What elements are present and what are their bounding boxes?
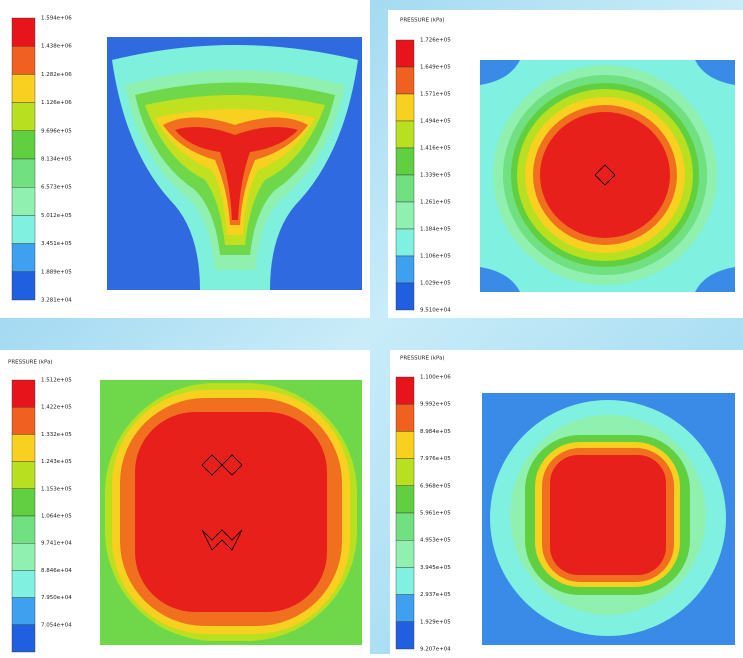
legend-band [11, 46, 36, 75]
legend-band [395, 458, 415, 487]
legend-label: 8.984e+05 [420, 429, 451, 435]
legend-label: 7.054e+04 [41, 622, 72, 628]
legend-label: 1.153e+05 [41, 486, 72, 492]
legend-label: 3.281e+04 [41, 298, 72, 304]
legend-label: 1.726e+05 [420, 38, 451, 44]
legend-band [395, 201, 415, 230]
legend-label: 1.029e+05 [420, 281, 451, 287]
legend-label: 1.571e+05 [420, 92, 451, 98]
legend-label: 8.846e+04 [41, 568, 72, 574]
legend-label: 1.649e+05 [420, 65, 451, 71]
legend-band [11, 570, 36, 598]
contour-plot [480, 60, 735, 292]
contour-plot [482, 393, 735, 645]
legend-title: PRESSURE (kPa) [8, 360, 53, 366]
legend-band [11, 74, 36, 103]
legend-label: 9.207e+04 [420, 647, 451, 653]
legend-band [11, 158, 36, 188]
legend-band [395, 431, 415, 459]
legend-label: 6.968e+05 [420, 483, 451, 489]
legend-band [395, 512, 415, 541]
legend-label: 1.416e+05 [420, 146, 451, 152]
legend-band [11, 461, 36, 490]
legend-band [395, 621, 415, 650]
legend-band [395, 255, 415, 284]
legend-band [395, 376, 415, 405]
legend-label: 5.961e+05 [420, 511, 451, 517]
legend-label: 8.134e+05 [41, 157, 72, 163]
legend-band [395, 567, 415, 595]
legend-label: 1.106e+05 [420, 254, 451, 260]
legend-band [395, 39, 415, 68]
legend-band [395, 404, 415, 432]
legend-label: 1.064e+05 [41, 514, 72, 520]
legend-band [11, 407, 36, 435]
legend-label: 1.494e+05 [420, 119, 451, 125]
legend-band [395, 228, 415, 257]
legend-label: 6.573e+05 [41, 185, 72, 191]
legend-label: 1.243e+05 [41, 459, 72, 465]
legend-label: 1.184e+05 [420, 227, 451, 233]
legend-label: 7.976e+05 [420, 456, 451, 462]
legend-band [395, 147, 415, 176]
legend-label: 1.438e+06 [41, 44, 72, 50]
legend-band [11, 624, 36, 653]
legend-band [11, 543, 36, 571]
legend-label: 1.261e+05 [420, 200, 451, 206]
legend-band [11, 130, 36, 160]
legend-label: 1.126e+06 [41, 100, 72, 106]
legend-band [11, 597, 36, 625]
legend-label: 1.339e+05 [420, 173, 451, 179]
legend-band [11, 215, 36, 244]
legend-label: 9.741e+04 [41, 541, 72, 547]
legend-band [11, 488, 36, 517]
legend-band [11, 379, 36, 408]
legend-band [395, 93, 415, 122]
legend-band [395, 120, 415, 149]
legend-label: 7.950e+04 [41, 595, 72, 601]
legend-label: 4.953e+05 [420, 538, 451, 544]
legend-label: 9.696e+05 [41, 128, 72, 134]
legend-label: 1.332e+05 [41, 432, 72, 438]
legend-band [395, 66, 415, 95]
contour-plot [100, 380, 362, 645]
legend-label: 1.100e+06 [420, 375, 451, 381]
legend-label: 1.929e+05 [420, 619, 451, 625]
legend-band [11, 186, 36, 216]
legend-band [11, 434, 36, 462]
legend-band [11, 515, 36, 544]
legend-label: 9.510e+04 [420, 308, 451, 314]
legend-band [11, 271, 36, 301]
legend-band [11, 243, 36, 273]
legend-band [11, 102, 36, 131]
legend-label: 9.992e+05 [420, 402, 451, 408]
legend-band [395, 174, 415, 203]
legend-band [11, 17, 36, 47]
legend-band [395, 485, 415, 514]
legend-label: 3.945e+05 [420, 565, 451, 571]
contour-plot [107, 37, 362, 290]
legend-label: 1.594e+06 [41, 16, 72, 22]
legend-title: PRESSURE (kPa) [400, 356, 445, 362]
legend-label: 1.422e+05 [41, 405, 72, 411]
legend-band [395, 540, 415, 568]
legend-band [395, 282, 415, 311]
legend-label: 2.937e+05 [420, 592, 451, 598]
legend-label: 1.282e+06 [41, 72, 72, 78]
legend-band [395, 594, 415, 622]
legend-label: 1.889e+05 [41, 269, 72, 275]
legend-title: PRESSURE (kPa) [400, 18, 445, 24]
legend-label: 3.451e+05 [41, 241, 72, 247]
legend-label: 1.512e+05 [41, 378, 72, 384]
legend-label: 5.012e+05 [41, 213, 72, 219]
